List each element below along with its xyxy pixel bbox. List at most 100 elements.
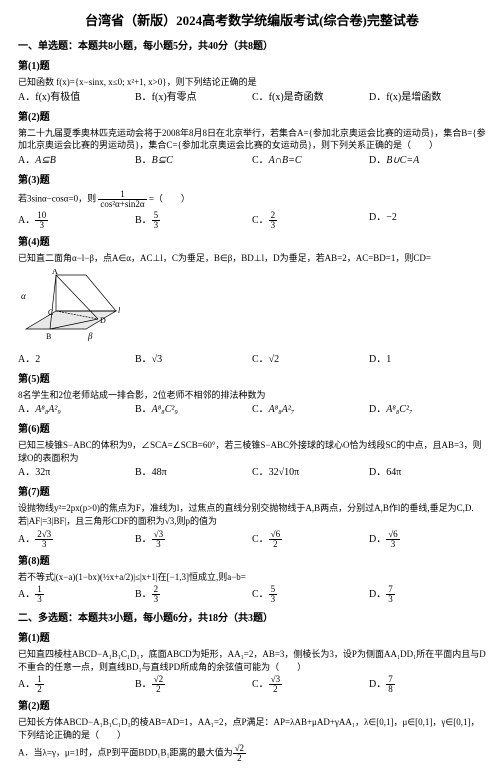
s2q2-opt-a: A．当λ=γ，μ=1时，点P到平面BDD₁B₁距离的最大值为√22	[18, 744, 486, 763]
q3-a-d: 3	[35, 221, 48, 230]
q3-opt-b: B．53	[135, 211, 252, 230]
svg-text:C: C	[48, 308, 53, 317]
q2-opt-d: D．B∪C=A	[369, 154, 486, 168]
q1-text: 已知函数 f(x)={x−sinx, x≤0; x²+1, x>0}，则下列结论…	[18, 76, 486, 89]
q3-opt-a: A．103	[18, 211, 135, 230]
s2q1-opt-b: B．√22	[135, 675, 252, 694]
q7-opt-d: D．√63	[369, 530, 486, 549]
s2q1-d-d: 8	[386, 685, 395, 694]
q5-c-text: A⁸₈A²₇	[269, 404, 295, 415]
q3-text: 若3sinα−cosα=0，则 1cos²α+sin2α =（ ）	[18, 190, 486, 209]
q2-opt-c: C．A∩B=C	[252, 154, 369, 168]
q6-options: A．32π B．48π C．32√10π D．64π	[18, 466, 486, 480]
q6-opt-c: C．32√10π	[252, 466, 369, 480]
q3-frac-d: cos²α+sin2α	[98, 200, 146, 209]
q4-label: 第(4)题	[18, 236, 486, 250]
q8-c-d: 3	[269, 595, 278, 604]
q4-options: A．2 B．√3 C．√2 D．1	[18, 353, 486, 367]
q1-options: A．f(x)有极值 B．f(x)有零点 C．f(x)是奇函数 D．f(x)是增函…	[18, 91, 486, 105]
q6-a-text: 32π	[35, 467, 50, 478]
q1-opt-d: D．f(x)是增函数	[369, 91, 486, 105]
q4-a-text: 2	[35, 354, 40, 365]
section1-heading: 一、单选题：本题共8小题，每小题5分，共40分（共8题）	[18, 40, 486, 54]
s2q2-a-n: √2	[233, 744, 246, 754]
q1-c-text: f(x)是奇函数	[269, 92, 324, 103]
s2q1-opt-c: C．√32	[252, 675, 369, 694]
q4-text: 已知直二面角α−l−β，点A∈α，AC⊥l，C为垂足，B∈β，BD⊥l，D为垂足…	[18, 252, 486, 265]
q5-opt-b: B．A⁸₈C²₉	[135, 403, 252, 417]
q5-opt-a: A．A⁸₈A²₉	[18, 403, 135, 417]
q3-opt-c: C．23	[252, 211, 369, 230]
q2-b-text: B⊆C	[152, 155, 173, 166]
q1-b-text: f(x)有零点	[152, 92, 197, 103]
q7-c-d: 2	[269, 540, 282, 549]
s2q2-text: 已知长方体ABCD−A₁B₁C₁D₁的棱AB=AD=1，AA₁=2，点P满足：A…	[18, 716, 486, 741]
q5-a-text: A⁸₈A²₉	[35, 404, 61, 415]
q5-opt-d: D．A⁸₈C²₇	[369, 403, 486, 417]
q7-opt-a: A．2√33	[18, 530, 135, 549]
q3-d-text: −2	[386, 212, 397, 223]
q8-label: 第(8)题	[18, 555, 486, 569]
q7-label: 第(7)题	[18, 486, 486, 500]
q6-b-text: 48π	[152, 467, 167, 478]
q8-opt-b: B．23	[135, 585, 252, 604]
q2-a-text: A⊆B	[35, 155, 56, 166]
q3-text-pre: 若3sinα−cosα=0，则	[18, 194, 96, 204]
svg-text:D: D	[100, 316, 106, 325]
q8-text: 若不等式|(x−a)(1−bx)(½x+a/2)|≤|x+1|在[−1,3]恒成…	[18, 571, 486, 584]
s2q1-text: 已知直四棱柱ABCD−A₁B₁C₁D₁，底面ABCD为矩形，AA₁=2，AB=3…	[18, 648, 486, 673]
section2-heading: 二、多选题：本题共3小题，每小题6分，共18分（共3题）	[18, 612, 486, 626]
svg-text:l: l	[118, 306, 121, 315]
svg-text:A: A	[52, 269, 58, 276]
s2q2-a-d: 2	[233, 754, 246, 763]
q7-d-d: 3	[386, 540, 399, 549]
q7-opt-b: B．√33	[135, 530, 252, 549]
q6-c-text: 32√10π	[269, 467, 300, 478]
q3-text-post: =（ ）	[149, 194, 190, 204]
q6-d-text: 64π	[386, 467, 401, 478]
s2q1-opt-d: D．78	[369, 675, 486, 694]
q5-label: 第(5)题	[18, 373, 486, 387]
q3-c-d: 3	[269, 221, 278, 230]
q1-opt-a: A．f(x)有极值	[18, 91, 135, 105]
s2q1-options: A．12 B．√22 C．√32 D．78	[18, 675, 486, 694]
svg-text:α: α	[21, 291, 26, 301]
q7-text: 设抛物线y²=2px(p>0)的焦点为F，准线为l，过焦点的直线分别交抛物线于A…	[18, 502, 486, 527]
q8-opt-c: C．53	[252, 585, 369, 604]
q4-c-text: √2	[269, 354, 280, 365]
q5-b-text: A⁸₈C²₉	[152, 404, 178, 415]
svg-text:B: B	[46, 332, 51, 341]
q8-opt-d: D．73	[369, 585, 486, 604]
q7-options: A．2√33 B．√33 C．√62 D．√63	[18, 530, 486, 549]
q7-b-d: 3	[152, 540, 165, 549]
q7-a-d: 3	[35, 540, 53, 549]
q4-opt-a: A．2	[18, 353, 135, 367]
s2q1-b-d: 2	[152, 685, 165, 694]
q2-opt-a: A．A⊆B	[18, 154, 135, 168]
q6-opt-a: A．32π	[18, 466, 135, 480]
q1-a-text: f(x)有极值	[35, 92, 80, 103]
q2-text: 第二十九届夏季奥林匹克运动会将于2008年8月8日在北京举行，若集合A={参加北…	[18, 127, 486, 152]
q6-opt-b: B．48π	[135, 466, 252, 480]
q3-frac: 1cos²α+sin2α	[98, 190, 146, 209]
q6-label: 第(6)题	[18, 423, 486, 437]
s2q2-a-pre: 当λ=γ，μ=1时，点P到平面BDD₁B₁距离的最大值为	[34, 747, 233, 757]
q4-opt-d: D．1	[369, 353, 486, 367]
q2-d-text: B∪C=A	[386, 155, 419, 166]
q2-label: 第(2)题	[18, 111, 486, 125]
q8-options: A．13 B．23 C．53 D．73	[18, 585, 486, 604]
q1-opt-b: B．f(x)有零点	[135, 91, 252, 105]
s2q2-label: 第(2)题	[18, 700, 486, 714]
q8-d-d: 3	[386, 595, 395, 604]
q5-options: A．A⁸₈A²₉ B．A⁸₈C²₉ C．A⁸₈A²₇ D．A⁸₈C²₇	[18, 403, 486, 417]
q3-options: A．103 B．53 C．23 D．−2	[18, 211, 486, 230]
q6-text: 已知三棱锥S−ABC的体积为9，∠SCA=∠SCB=60°，若三棱锥S−ABC外…	[18, 439, 486, 464]
q3-opt-d: D．−2	[369, 211, 486, 230]
q8-opt-a: A．13	[18, 585, 135, 604]
q5-opt-c: C．A⁸₈A²₇	[252, 403, 369, 417]
q1-d-text: f(x)是增函数	[386, 92, 441, 103]
q4-diagram: α β A C B D l	[18, 269, 486, 349]
q1-label: 第(1)题	[18, 60, 486, 74]
q2-options: A．A⊆B B．B⊆C C．A∩B=C D．B∪C=A	[18, 154, 486, 168]
q4-opt-c: C．√2	[252, 353, 369, 367]
